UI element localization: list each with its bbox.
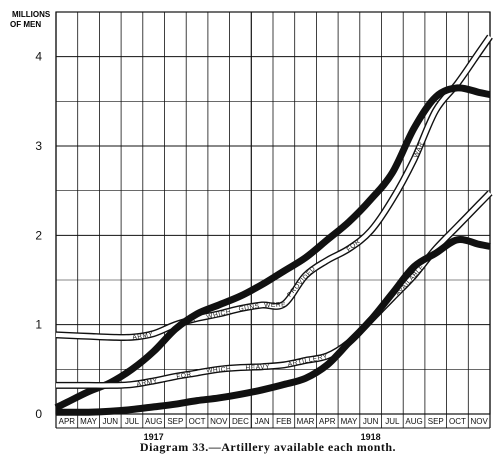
y-tick-label: 2: [35, 228, 42, 242]
x-tick-label: AUG: [405, 417, 422, 426]
line-annotation: HEAVY: [245, 363, 270, 371]
x-tick-label: MAY: [80, 417, 97, 426]
line-annotation: GUNS: [212, 393, 234, 403]
y-tick-label: 1: [35, 318, 42, 332]
x-tick-label: APR: [319, 417, 336, 426]
line-annotation: GUNS: [238, 303, 260, 313]
line-annotation: FOR: [176, 371, 192, 380]
x-tick-label: MAY: [341, 417, 358, 426]
x-tick-label: JAN: [255, 417, 270, 426]
y-axis-label-line2: OF MEN: [10, 20, 41, 29]
x-tick-label: JUL: [125, 417, 140, 426]
y-tick-labels: 0 1 2 3 4: [35, 50, 42, 421]
y-axis-label: MILLIONS OF MEN: [10, 10, 51, 29]
x-tick-label: FEB: [276, 417, 292, 426]
x-tick-label: OCT: [189, 417, 206, 426]
x-tick-label: NOV: [210, 417, 228, 426]
line-annotation: FOR: [245, 387, 262, 397]
x-tick-label: JUL: [385, 417, 400, 426]
line-annotation: WAR: [413, 141, 426, 159]
series-lines: [54, 34, 493, 416]
x-tick-label: SEP: [428, 417, 444, 426]
y-tick-label: 3: [35, 139, 42, 153]
x-tick-label: MAR: [297, 417, 315, 426]
x-tick-label: NOV: [470, 417, 488, 426]
y-axis-label-line1: MILLIONS: [12, 10, 51, 19]
chart-title: Diagram 33.—Artillery available each mon…: [140, 440, 396, 454]
line-annotation: WHICH: [206, 366, 232, 375]
line-annotation: ARMY: [136, 378, 158, 388]
x-tick-labels: APR MAY JUN JUL AUG SEP OCT NOV DEC JAN FEB MAR APR M…: [59, 417, 489, 426]
line-annotation: WERE: [264, 301, 286, 309]
series-heavy-guns: [56, 236, 491, 416]
line-annotation: FOR: [180, 316, 197, 327]
line-annotation: HEAVY: [265, 381, 291, 394]
x-tick-label: OCT: [449, 417, 466, 426]
y-tick-label: 0: [35, 407, 42, 421]
x-tick-label: AUG: [145, 417, 162, 426]
x-tick-label: JUN: [102, 417, 118, 426]
series-guns: [54, 84, 491, 411]
x-tick-label: JUN: [363, 417, 379, 426]
year-label: 1918: [361, 432, 381, 442]
x-tick-label: SEP: [167, 417, 183, 426]
x-tick-label: APR: [59, 417, 76, 426]
line-annotation: ARMY: [132, 331, 154, 341]
y-tick-label: 4: [35, 50, 42, 64]
year-label: 1917: [144, 432, 164, 442]
series-army-inner: [55, 35, 492, 340]
x-tick-label: DEC: [232, 417, 249, 426]
year-labels: 1917 1918: [144, 432, 381, 442]
